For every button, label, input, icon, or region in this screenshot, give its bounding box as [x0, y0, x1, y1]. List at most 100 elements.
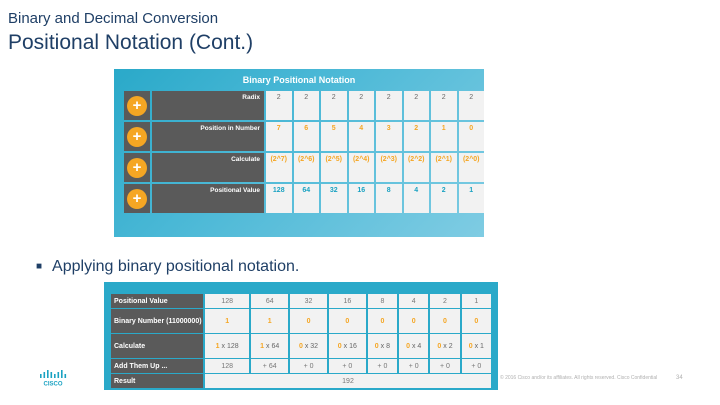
slide-title: Positional Notation (Cont.) [8, 31, 254, 54]
positional-value: 64 [271, 342, 280, 350]
grid-cell: 5 [321, 122, 347, 151]
multiply-sign: x [264, 342, 272, 350]
grid-cell: 3 [376, 122, 402, 151]
table-cell: 1 [461, 294, 491, 308]
table-cell: 1 [205, 309, 250, 333]
plus-icon: + [127, 95, 147, 116]
grid-cell: 2 [431, 184, 457, 213]
row-expand-button[interactable]: + [124, 153, 150, 182]
grid-cell: 4 [348, 122, 374, 151]
table-cell: 128 [205, 359, 250, 373]
table-cell: + 64 [251, 359, 289, 373]
table-cell: 64 [251, 294, 289, 308]
row-label: Calculate [152, 153, 264, 182]
table-row: Result 192 [111, 374, 491, 388]
grid-cell: 7 [266, 122, 292, 151]
multiply-sign: x [472, 342, 481, 350]
row-expand-button[interactable]: + [124, 122, 150, 151]
grid-cell: 2 [458, 91, 484, 120]
grid-cell: 1 [431, 122, 457, 151]
binary-digit: 0 [437, 342, 442, 350]
grid-cell: (2^7) [266, 153, 292, 182]
row-expand-button[interactable]: + [124, 91, 150, 120]
table-cell: 8 [367, 294, 398, 308]
row-label: Calculate [111, 334, 203, 358]
grid-cell: 2 [376, 91, 402, 120]
slide-subtitle: Binary and Decimal Conversion [8, 10, 219, 27]
table-cell: 1 x 64 [251, 334, 289, 358]
grid-cell: (2^0) [458, 153, 484, 182]
table-cell: 2 [430, 294, 460, 308]
binary-conversion-table: Positional Value 128 64 32 16 8 4 2 1 Binary Numb… [109, 293, 493, 389]
cisco-logo-icon: CISCO [40, 370, 67, 387]
positional-value: 128 [226, 342, 239, 350]
table-cell: 0 x 8 [367, 334, 398, 358]
bullet-point: ■ Applying binary positional notation. [36, 258, 299, 276]
grid-cell: 8 [376, 184, 402, 213]
grid-cell: 2 [348, 91, 374, 120]
multiply-sign: x [441, 342, 449, 350]
page-number: 34 [676, 375, 683, 381]
table-cell: + 0 [430, 359, 460, 373]
row-label: Position in Number [152, 122, 264, 151]
table-cell: 0 x 2 [430, 334, 460, 358]
grid-cell: (2^6) [293, 153, 319, 182]
table-cell: + 0 [290, 359, 327, 373]
multiply-sign: x [219, 342, 227, 350]
bullet-icon: ■ [36, 261, 43, 272]
grid-cell: 128 [266, 184, 292, 213]
table-cell: 0 [430, 309, 460, 333]
grid-cell: 64 [293, 184, 319, 213]
grid-cell: 0 [458, 122, 484, 151]
grid-cell: (2^3) [376, 153, 402, 182]
svg-text:CISCO: CISCO [43, 382, 62, 387]
row-label: Radix [152, 91, 264, 120]
grid-cell: 2 [403, 91, 429, 120]
panel-title: Binary Positional Notation [242, 75, 356, 85]
plus-icon: + [127, 126, 147, 147]
positional-value: 32 [310, 342, 319, 350]
result-value: 192 [205, 374, 491, 388]
row-label: Add Them Up ... [111, 359, 203, 373]
grid-cell: (2^2) [403, 153, 429, 182]
grid-cell: 16 [348, 184, 374, 213]
table-cell: 0 x 1 [461, 334, 491, 358]
positional-value: 1 [480, 342, 484, 350]
grid-cell: 2 [266, 91, 292, 120]
multiply-sign: x [341, 342, 350, 350]
table-row: Positional Value 128 64 32 16 8 4 2 1 [111, 294, 491, 308]
table-cell: 0 [367, 309, 398, 333]
grid-cell: (2^1) [431, 153, 457, 182]
table-cell: 0 [328, 309, 366, 333]
table-cell: 128 [205, 294, 250, 308]
grid-cell: 2 [403, 122, 429, 151]
positional-value: 16 [349, 342, 357, 350]
positional-value: 2 [448, 342, 453, 350]
positional-value: 8 [386, 342, 390, 350]
table-cell: + 0 [461, 359, 491, 373]
grid-cell: 4 [403, 184, 429, 213]
binary-digit: 0 [337, 342, 342, 350]
table-cell: 0 [399, 309, 429, 333]
grid-cell: 2 [431, 91, 457, 120]
plus-icon: + [127, 157, 147, 178]
row-expand-button[interactable]: + [124, 184, 150, 213]
binary-digit: 0 [406, 342, 410, 350]
bullet-text: Applying binary positional notation. [52, 258, 300, 275]
grid-cell: 2 [321, 91, 347, 120]
binary-digit: 0 [298, 342, 303, 350]
table-cell: + 0 [328, 359, 366, 373]
binary-conversion-table-panel: Positional Value 128 64 32 16 8 4 2 1 Binary Numb… [104, 282, 498, 390]
table-cell: 1 [251, 309, 289, 333]
plus-icon: + [127, 188, 147, 209]
grid-cell: 6 [293, 122, 319, 151]
table-cell: 1 x 128 [205, 334, 250, 358]
binary-digit: 0 [468, 342, 473, 350]
grid-cell: 32 [321, 184, 347, 213]
footer-copyright: © 2016 Cisco and/or its affiliates. All … [500, 375, 658, 381]
grid-cell: (2^5) [321, 153, 347, 182]
row-label: Binary Number (11000000) [111, 309, 203, 333]
table-cell: 32 [290, 294, 327, 308]
positional-notation-grid: + Radix 2 2 2 2 2 2 2 2 + Position in Number 7 6 5 4 3 2 1… [124, 91, 484, 213]
table-cell: 0 [290, 309, 327, 333]
